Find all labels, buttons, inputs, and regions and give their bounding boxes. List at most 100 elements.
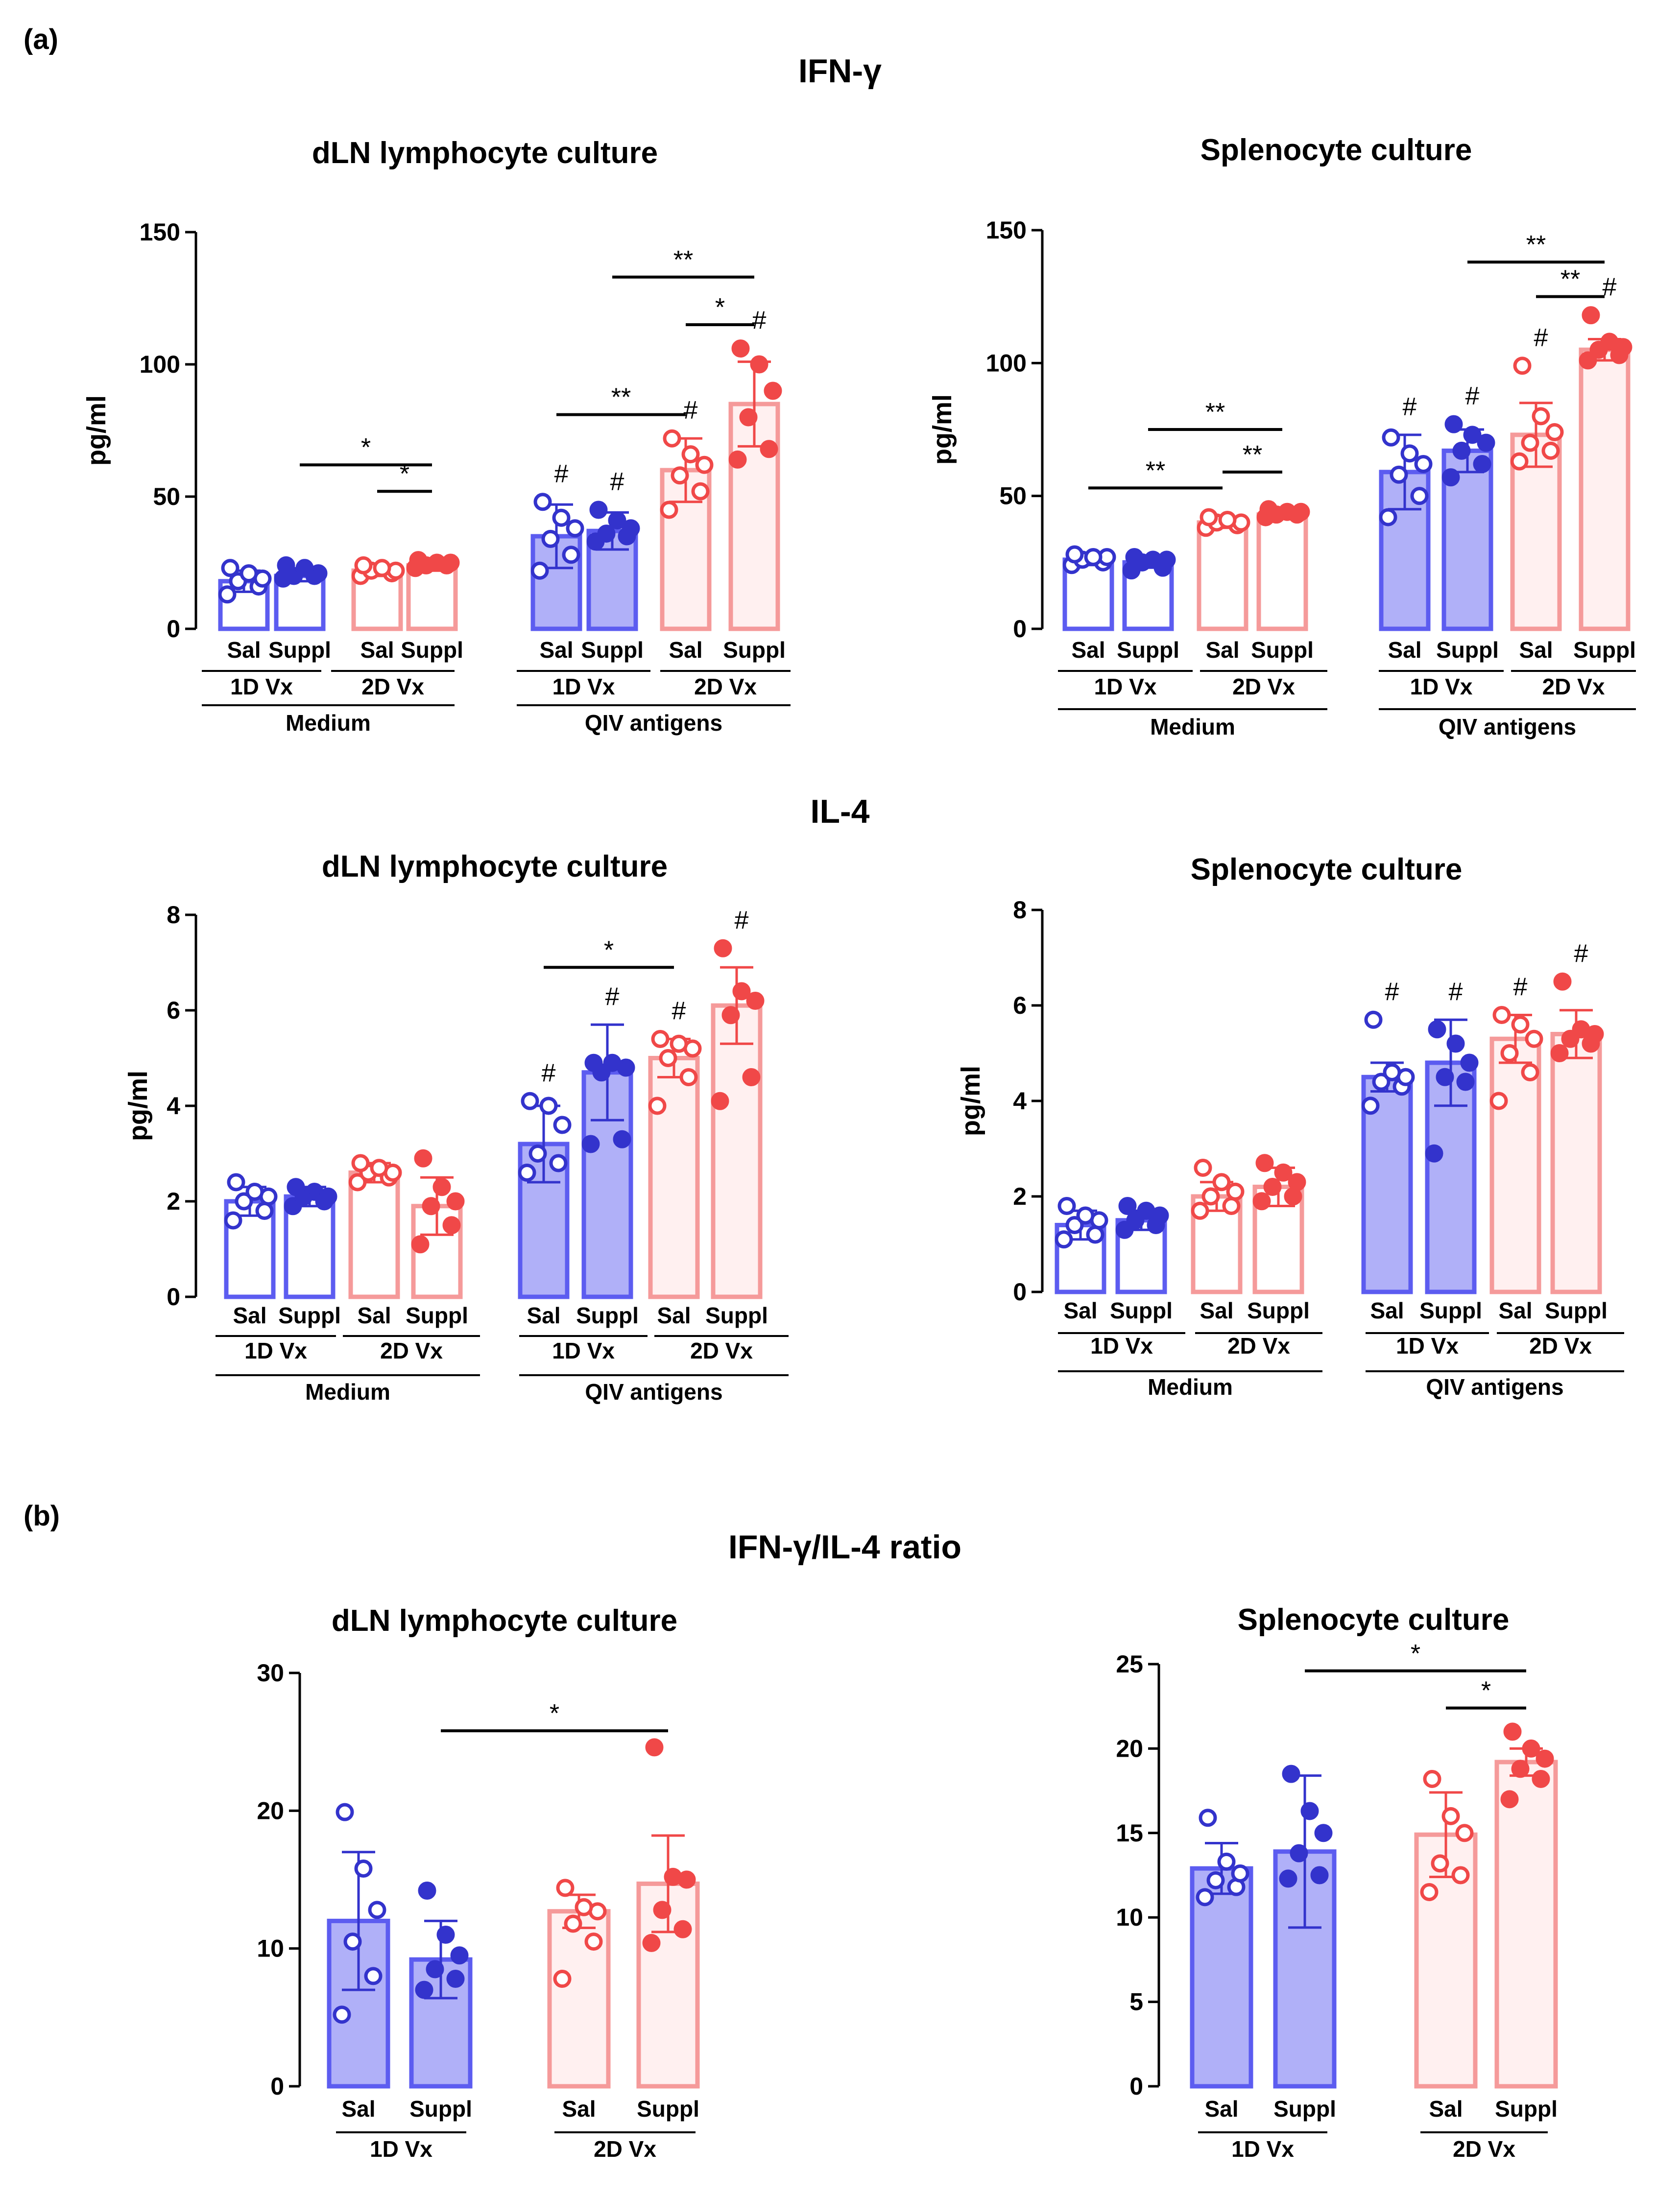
data-point (1201, 1187, 1220, 1206)
data-point (224, 1211, 242, 1230)
data-point (446, 1192, 465, 1211)
data-point (1279, 1869, 1297, 1888)
data-point (414, 1149, 432, 1168)
y-tick-label: 2 (167, 1188, 180, 1215)
y-axis-label: pg/ml (956, 1066, 985, 1136)
data-point (1125, 548, 1144, 566)
data-point (1532, 1769, 1550, 1788)
data-point (553, 1970, 572, 1988)
category-label: Suppl (406, 1303, 468, 1328)
data-point (549, 1154, 568, 1172)
data-point (681, 445, 700, 464)
data-point (1300, 1802, 1319, 1820)
data-point (711, 1092, 729, 1110)
section-title-ratio: IFN-γ/IL-4 ratio (728, 1528, 961, 1566)
data-point (750, 355, 768, 374)
data-point (1532, 407, 1550, 426)
data-point (714, 939, 732, 957)
subgroup-label: 1D Vx (1396, 1333, 1459, 1359)
data-point (613, 1130, 631, 1148)
data-point (343, 1933, 362, 1951)
chart-title: dLN lymphocyte culture (322, 850, 668, 883)
data-point (255, 1202, 274, 1220)
data-point (584, 1053, 603, 1072)
data-point (1477, 433, 1495, 452)
data-point (1372, 1073, 1391, 1091)
data-point (1561, 1029, 1580, 1048)
hash-marker: # (735, 906, 749, 934)
subgroup-label: 1D Vx (552, 1338, 615, 1363)
category-label: Suppl (1247, 1298, 1310, 1323)
bar (648, 1056, 700, 1299)
group-label: Medium (1148, 1374, 1233, 1400)
data-point (679, 1068, 698, 1086)
y-tick-label: 50 (999, 482, 1027, 510)
data-point (564, 1914, 582, 1933)
data-point (1218, 511, 1237, 529)
subgroup-label: 2D Vx (1227, 1333, 1290, 1359)
data-point (566, 519, 584, 538)
hash-marker: # (1385, 978, 1399, 1006)
group-label: QIV antigens (1426, 1374, 1563, 1400)
hash-marker: # (1513, 973, 1528, 1002)
category-label: Sal (657, 1303, 691, 1328)
hash-marker: # (542, 1059, 556, 1087)
data-point (1444, 415, 1463, 433)
data-point (695, 455, 714, 474)
data-point (721, 1006, 740, 1025)
bar (1197, 520, 1248, 631)
significance-label: ** (673, 246, 693, 274)
data-point (1572, 1020, 1590, 1039)
data-point (368, 1901, 386, 1919)
subgroup-label: 2D Vx (1529, 1333, 1592, 1359)
data-point (1550, 1044, 1569, 1062)
data-point (1511, 1015, 1530, 1034)
subgroup-label: 2D Vx (694, 674, 757, 699)
category-label: Suppl (723, 637, 786, 663)
y-tick-label: 5 (1129, 1988, 1143, 2016)
data-point (732, 982, 751, 1001)
chart-title: dLN lymphocyte culture (332, 1604, 677, 1638)
data-point (760, 440, 778, 458)
subgroup-label: 1D Vx (1094, 674, 1157, 699)
hash-marker: # (1465, 382, 1480, 410)
data-point (348, 1173, 367, 1192)
data-point (1252, 1192, 1271, 1211)
data-point (1206, 1871, 1225, 1889)
y-tick-label: 30 (257, 1659, 284, 1687)
data-point (1144, 550, 1162, 569)
y-tick-label: 10 (1116, 1904, 1143, 1931)
category-label: Suppl (581, 637, 644, 663)
data-point (1536, 1749, 1554, 1768)
significance-label: ** (1243, 441, 1262, 469)
data-point (1582, 306, 1600, 325)
bar (1494, 1760, 1558, 2089)
subgroup-label: 2D Vx (1232, 674, 1295, 699)
data-point (1452, 441, 1471, 460)
data-point (562, 546, 580, 564)
y-tick-label: 0 (270, 2073, 284, 2100)
significance-label: ** (1526, 231, 1546, 259)
data-point (1463, 426, 1482, 444)
significance-label: * (715, 293, 725, 322)
y-tick-label: 4 (1013, 1087, 1027, 1115)
data-point (1423, 1769, 1441, 1788)
category-label: Suppl (1436, 637, 1499, 663)
category-label: Suppl (1545, 1298, 1608, 1323)
category-label: Suppl (576, 1303, 639, 1328)
data-point (426, 1960, 444, 1979)
data-point (1364, 1010, 1383, 1029)
data-point (608, 511, 626, 530)
hash-marker: # (684, 396, 698, 425)
data-point (651, 1030, 670, 1048)
group-label: QIV antigens (585, 710, 722, 736)
data-point (287, 1178, 305, 1196)
data-point (1545, 423, 1564, 441)
data-point (370, 1159, 388, 1177)
data-point (1086, 1225, 1104, 1244)
data-point (671, 466, 689, 485)
data-point (673, 1920, 692, 1938)
data-point (442, 1216, 461, 1235)
y-tick-label: 100 (986, 349, 1027, 377)
data-point (1282, 1765, 1300, 1783)
